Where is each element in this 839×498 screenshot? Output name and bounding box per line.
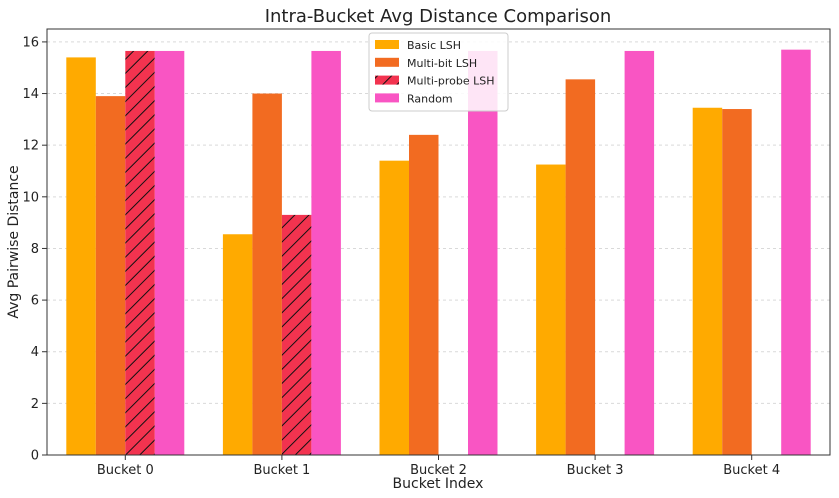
y-tick-label: 8: [31, 242, 39, 257]
chart-title: Intra-Bucket Avg Distance Comparison: [265, 6, 612, 27]
y-tick-label: 0: [31, 449, 39, 464]
x-tick-label: Bucket 4: [723, 463, 780, 478]
bar-multi-bit-lsh-2: [409, 134, 439, 455]
bar-multi-bit-lsh-1: [252, 93, 282, 455]
bar-basic-lsh-2: [379, 160, 409, 455]
legend-box: [368, 32, 509, 112]
bar-multi-bit-lsh-4: [722, 109, 752, 455]
bar-multi-probe-lsh-1: [281, 214, 312, 455]
y-axis-ticks: 0 2 4 6 8 10 12 14 16: [22, 35, 47, 464]
y-tick-label: 14: [22, 87, 39, 102]
legend-label: Basic LSH: [407, 39, 461, 52]
y-tick-label: 4: [31, 345, 39, 360]
bar-random-1: [311, 50, 341, 455]
bar-random-3: [624, 50, 655, 455]
y-tick-label: 10: [22, 190, 39, 205]
legend-swatch: [375, 40, 399, 49]
legend-label: Multi-bit LSH: [407, 57, 477, 70]
y-tick-label: 6: [31, 294, 39, 309]
legend-label: Multi-probe LSH: [407, 75, 494, 88]
bar-multi-bit-lsh-0: [95, 96, 126, 456]
y-tick-label: 16: [22, 35, 39, 50]
x-axis-ticks: Bucket 0 Bucket 1 Bucket 2 Bucket 3 Bucket 4: [97, 455, 780, 478]
x-tick-label: Bucket 3: [567, 463, 624, 478]
bar-random-2: [468, 50, 498, 455]
x-tick-label: Bucket 0: [97, 463, 154, 478]
y-axis-title: Avg Pairwise Distance: [6, 165, 22, 318]
bar-multi-probe-lsh-0: [125, 50, 155, 455]
legend-label: Random: [407, 92, 453, 105]
x-tick-label: Bucket 1: [253, 463, 310, 478]
x-axis-title: Bucket Index: [393, 476, 484, 492]
legend-swatch: [375, 93, 399, 103]
legend-swatch: [375, 57, 399, 67]
y-tick-label: 2: [31, 397, 39, 412]
bar-random-4: [781, 49, 811, 456]
y-tick-label: 12: [22, 139, 39, 154]
bars: [66, 49, 811, 456]
bar-basic-lsh-1: [222, 234, 253, 455]
bar-multi-bit-lsh-3: [565, 79, 596, 455]
legend-swatch: [375, 75, 399, 85]
bar-basic-lsh-4: [692, 107, 723, 455]
bar-basic-lsh-3: [536, 164, 566, 455]
x-tick-label: Bucket 2: [410, 463, 467, 478]
legend: Basic LSH Multi-bit LSH Multi-probe LSH Ran…: [368, 32, 509, 112]
bar-random-0: [154, 50, 185, 455]
bar-basic-lsh-0: [66, 57, 96, 456]
